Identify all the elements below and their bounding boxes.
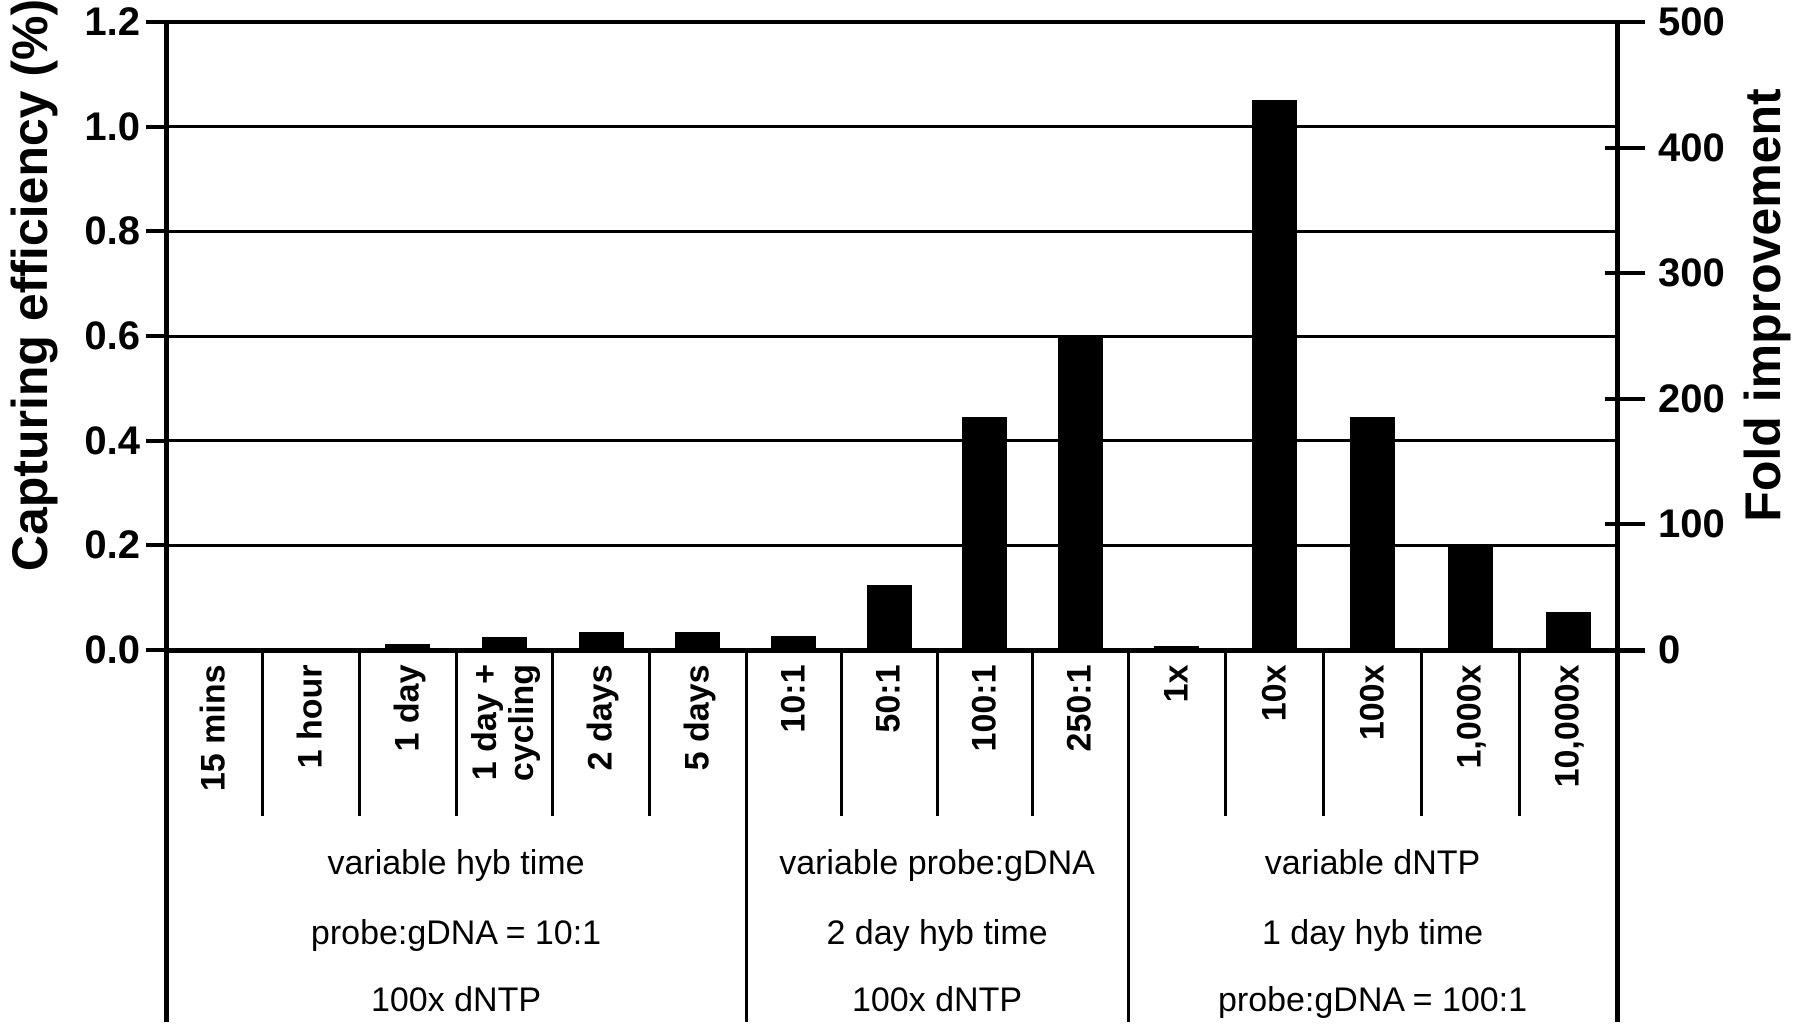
bar [1154, 646, 1200, 650]
bar [675, 632, 721, 650]
category-label: 2 days [581, 664, 620, 770]
bar [1057, 336, 1103, 650]
right-axis-line [1614, 22, 1620, 1022]
category-separator [1517, 650, 1521, 816]
y-tick-label-left: 0.2 [84, 523, 140, 568]
group-annotation-line: probe:gDNA = 10:1 [310, 914, 602, 952]
y-axis-title-right: Fold improvement [1735, 88, 1791, 522]
category-separator [261, 650, 265, 816]
group-separator [744, 650, 748, 1022]
group-separator [1126, 650, 1130, 1022]
bar [1252, 100, 1298, 650]
category-separator [454, 650, 458, 816]
y-tick-mark-left [146, 334, 166, 338]
gridline [166, 229, 1617, 233]
left-axis-line [163, 22, 169, 1022]
category-separator [357, 650, 361, 816]
bar [1350, 417, 1395, 650]
x-axis-line [166, 647, 1645, 653]
y-tick-mark-left [146, 20, 166, 24]
y-tick-label-right: 200 [1658, 376, 1725, 421]
y-tick-label-right: 500 [1658, 0, 1725, 44]
category-separator [1224, 650, 1228, 816]
y-tick-label-right: 100 [1658, 502, 1725, 547]
gridline [166, 439, 1617, 443]
category-label: 1 hour [291, 664, 330, 768]
category-label: 5 days [678, 664, 717, 770]
category-separator [840, 650, 843, 816]
category-label: 1 day [388, 664, 427, 751]
y-tick-mark-right [1605, 648, 1645, 652]
group-annotation-line: probe:gDNA = 100:1 [1217, 981, 1528, 1019]
category-separator [1322, 650, 1326, 816]
category-separator [647, 650, 651, 816]
bar [481, 637, 527, 650]
category-label: 10,000x [1548, 664, 1587, 787]
category-label: 1 day + cycling [466, 664, 542, 782]
category-label: 100:1 [965, 664, 1004, 751]
y-tick-label-left: 1.2 [84, 0, 140, 44]
group-annotation-line: 1 day hyb time [1261, 914, 1484, 952]
bar [578, 632, 624, 650]
y-tick-mark-left [146, 124, 166, 129]
gridline [166, 543, 1617, 547]
category-label: 1x [1157, 664, 1196, 702]
category-separator [935, 650, 939, 816]
y-tick-label-left: 0.8 [84, 209, 140, 254]
y-tick-label-right: 300 [1658, 251, 1725, 296]
category-label: 1,000x [1450, 664, 1489, 768]
y-tick-mark-left [146, 229, 166, 234]
group-annotation-line: variable dNTP [1264, 844, 1481, 882]
category-label: 10:1 [774, 664, 813, 733]
gridline [166, 125, 1617, 129]
group-annotation-line: variable probe:gDNA [779, 844, 1095, 882]
y-tick-label-right: 0 [1658, 628, 1681, 672]
category-label: 250:1 [1060, 664, 1099, 751]
category-label: 100x [1353, 664, 1391, 740]
category-label: 15 mins [194, 664, 233, 791]
bar [866, 585, 912, 650]
y-tick-label-left: 0.6 [84, 314, 140, 358]
y-tick-label-right: 400 [1658, 125, 1725, 170]
y-tick-mark-right [1605, 271, 1645, 276]
bar [1447, 545, 1493, 650]
y-tick-mark-right [1605, 522, 1645, 527]
bar [771, 636, 817, 650]
y-tick-label-left: 0.0 [84, 628, 140, 672]
y-tick-label-left: 1.0 [84, 104, 140, 149]
top-border-line [166, 20, 1617, 24]
gridline [166, 334, 1617, 338]
bar [962, 417, 1008, 650]
category-separator [1031, 650, 1034, 816]
category-separator [551, 650, 555, 816]
y-tick-mark-right [1605, 396, 1645, 401]
y-tick-mark-left [146, 648, 166, 652]
category-label: 50:1 [869, 664, 908, 733]
bar [1545, 612, 1591, 650]
group-annotation-line: variable hyb time [327, 844, 585, 882]
y-tick-label-left: 0.4 [84, 418, 140, 463]
group-annotation-line: 100x dNTP [851, 981, 1023, 1019]
y-tick-mark-left [146, 438, 166, 443]
y-tick-mark-right [1605, 145, 1645, 150]
y-tick-mark-right [1605, 20, 1645, 24]
group-annotation-line: 2 day hyb time [826, 914, 1048, 952]
group-annotation-line: 100x dNTP [370, 981, 542, 1019]
category-separator [1419, 650, 1423, 816]
y-tick-mark-left [146, 543, 166, 548]
bar [385, 644, 431, 650]
category-label: 10x [1255, 664, 1294, 721]
